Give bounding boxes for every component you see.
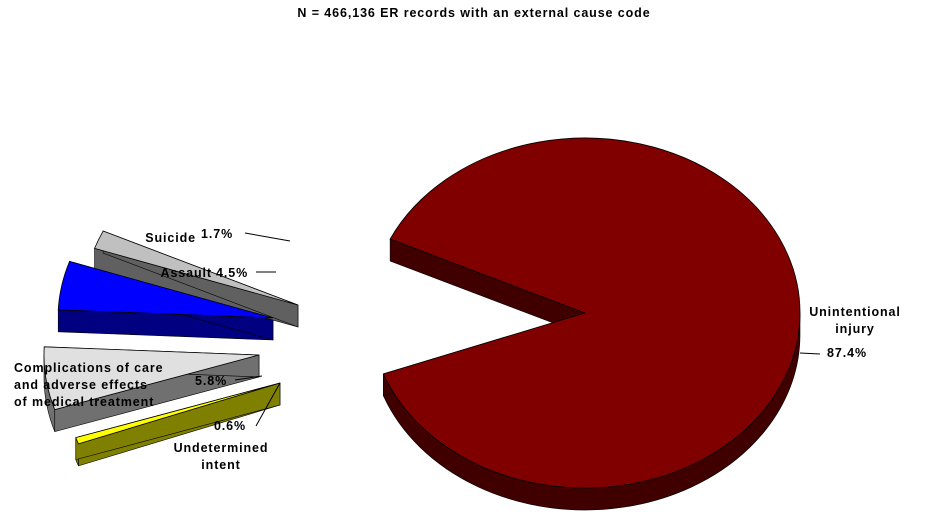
slice-undetermined-intent bbox=[75, 382, 281, 445]
pie-label-layer: Unintentional injury 87.4% Undetermined inte… bbox=[14, 227, 901, 472]
slice-label-assault: Assault bbox=[161, 266, 212, 280]
slice-value-suicide: 1.7% bbox=[201, 227, 233, 241]
slice-suicide bbox=[94, 230, 299, 306]
slice-label-undetermined-intent: intent bbox=[201, 458, 240, 472]
slice-value-unintentional-injury: 87.4% bbox=[827, 346, 867, 360]
slice-label-complications-of-care-and-adverse-effects-of-medical-treatment: of medical treatment bbox=[14, 395, 154, 409]
slice-label-complications-of-care-and-adverse-effects-of-medical-treatment: Complications of care bbox=[14, 361, 164, 375]
chart-title: N = 466,136 ER records with an external … bbox=[297, 6, 651, 20]
slice-unintentional-injury bbox=[382, 137, 801, 489]
slice-value-undetermined-intent: 0.6% bbox=[214, 419, 246, 433]
leader-line-suicide bbox=[244, 232, 291, 242]
slice-label-unintentional-injury: injury bbox=[835, 322, 874, 336]
slice-label-undetermined-intent: Undetermined bbox=[174, 441, 269, 455]
pie-slice-layer bbox=[43, 137, 801, 489]
slice-complications-of-care-and-adverse-effects-of-medical-treatment bbox=[43, 346, 260, 411]
slice-value-assault: 4.5% bbox=[216, 266, 248, 280]
slice-label-complications-of-care-and-adverse-effects-of-medical-treatment: and adverse effects bbox=[14, 378, 148, 392]
slice-label-suicide: Suicide bbox=[145, 231, 196, 245]
leader-line-undetermined-intent bbox=[255, 382, 281, 427]
slice-assault bbox=[57, 260, 274, 319]
slice-label-unintentional-injury: Unintentional bbox=[809, 305, 901, 319]
leader-line-complications-of-care-and-adverse-effects-of-medical-treatment bbox=[234, 375, 263, 381]
leader-line-unintentional-injury bbox=[799, 352, 821, 355]
slice-value-complications-of-care-and-adverse-effects-of-medical-treatment: 5.8% bbox=[195, 374, 227, 388]
